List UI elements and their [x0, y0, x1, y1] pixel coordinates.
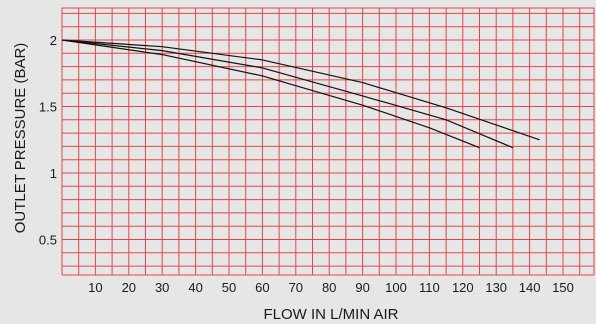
x-tick-label: 40: [188, 280, 202, 295]
x-tick-label: 20: [122, 280, 136, 295]
x-tick-label: 120: [452, 280, 474, 295]
x-tick-label: 140: [519, 280, 541, 295]
y-tick-label: 2: [50, 33, 57, 48]
x-tick-label: 60: [255, 280, 269, 295]
y-tick-label: 1: [50, 166, 57, 181]
x-tick-label: 150: [552, 280, 574, 295]
y-tick-labels: 0.5 1 1.5 2: [39, 33, 57, 248]
series-lines: [61, 39, 540, 149]
x-tick-label: 100: [385, 280, 407, 295]
x-tick-label: 70: [289, 280, 303, 295]
x-tick-label: 10: [88, 280, 102, 295]
series-line-3: [61, 39, 480, 149]
y-tick-label: 1.5: [39, 100, 57, 115]
x-tick-label: 110: [419, 280, 440, 295]
series-line-2: [61, 39, 514, 149]
y-tick-label: 0.5: [39, 233, 57, 248]
x-tick-labels: 10 20 30 40 50 60 70 80 90 100 110 120 130 140 150: [88, 280, 574, 295]
x-tick-label: 50: [222, 280, 236, 295]
y-axis-label: OUTLET PRESSURE (BAR): [12, 43, 29, 234]
x-tick-label: 30: [155, 280, 169, 295]
x-tick-label: 80: [322, 280, 336, 295]
x-tick-label: 130: [485, 280, 507, 295]
series-line-1: [61, 39, 540, 141]
x-tick-label: 90: [355, 280, 369, 295]
x-axis-label: FLOW IN L/MIN AIR: [263, 306, 398, 323]
